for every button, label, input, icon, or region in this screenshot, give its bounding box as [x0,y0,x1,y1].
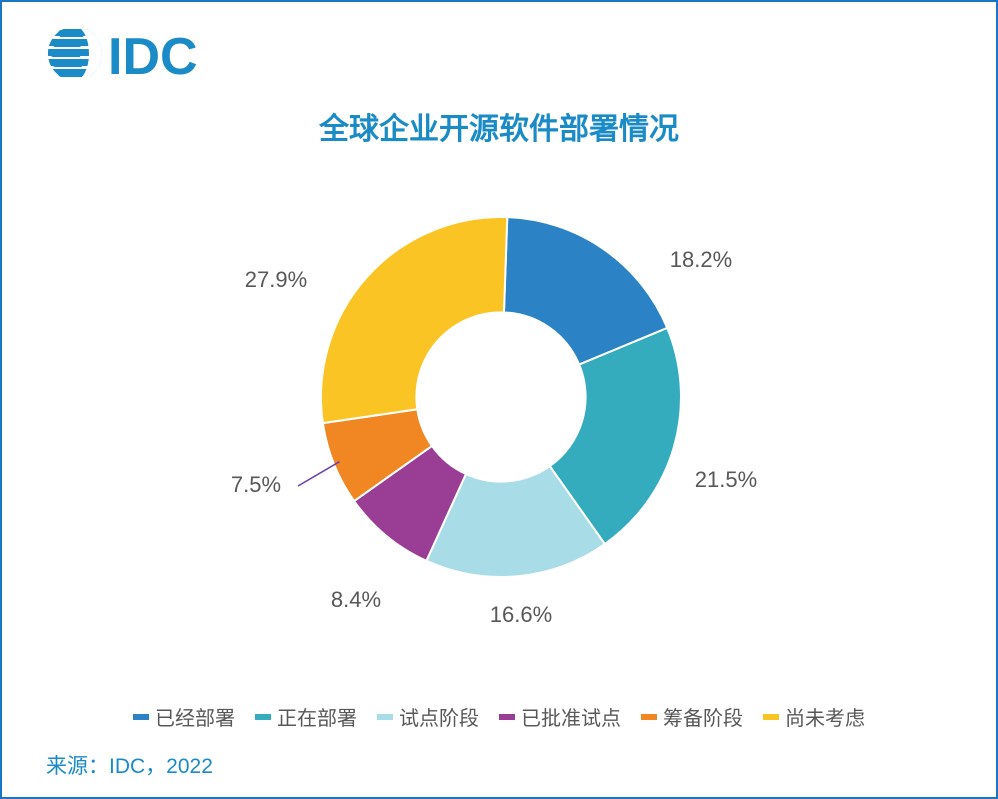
legend-label: 已经部署 [155,702,235,731]
slice-label: 21.5% [695,467,757,492]
leader-line [298,462,339,486]
chart-legend: 已经部署 正在部署 试点阶段 已批准试点 筹备阶段 尚未考虑 [2,702,996,731]
legend-item: 已经部署 [133,702,235,731]
legend-item: 已批准试点 [499,702,621,731]
logo-text: IDC [108,28,198,86]
chart-frame: IDC 全球企业开源软件部署情况 18.2% 21.5% 16.6% 8.4% 7.5%… [0,0,998,799]
legend-label: 正在部署 [277,702,357,731]
legend-marker [763,714,779,720]
slice-label: 8.4% [331,587,381,612]
slice-label: 18.2% [670,247,732,272]
legend-item: 正在部署 [255,702,357,731]
donut-slice [321,217,507,423]
chart-title: 全球企业开源软件部署情况 [2,104,996,148]
legend-marker [377,714,393,720]
legend-marker [133,714,149,720]
legend-item: 试点阶段 [377,702,479,731]
slice-label: 7.5% [231,472,281,497]
donut-chart: 18.2% 21.5% 16.6% 8.4% 7.5% 27.9% [2,157,998,637]
legend-marker [641,714,657,720]
legend-label: 尚未考虑 [785,702,865,731]
legend-marker [499,714,515,720]
legend-item: 筹备阶段 [641,702,743,731]
slice-label: 27.9% [245,267,307,292]
legend-label: 筹备阶段 [663,702,743,731]
source-text: 来源：IDC，2022 [46,750,213,780]
idc-logo: IDC [48,24,228,93]
legend-marker [255,714,271,720]
legend-label: 已批准试点 [521,702,621,731]
legend-label: 试点阶段 [399,702,479,731]
slice-label: 16.6% [490,602,552,627]
legend-item: 尚未考虑 [763,702,865,731]
